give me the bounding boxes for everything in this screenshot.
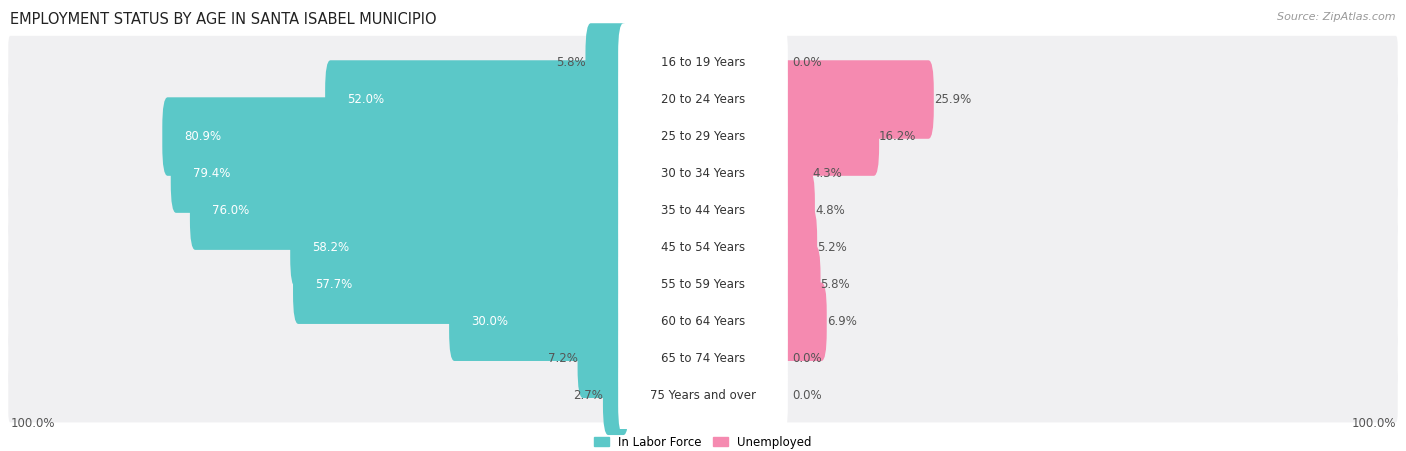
Text: 0.0%: 0.0% [793, 56, 823, 69]
FancyBboxPatch shape [8, 295, 1398, 348]
FancyBboxPatch shape [619, 245, 787, 324]
Text: 57.7%: 57.7% [315, 278, 352, 291]
Text: 0.0%: 0.0% [793, 352, 823, 365]
Text: 45 to 54 Years: 45 to 54 Years [661, 241, 745, 254]
Text: 52.0%: 52.0% [347, 93, 384, 106]
Text: EMPLOYMENT STATUS BY AGE IN SANTA ISABEL MUNICIPIO: EMPLOYMENT STATUS BY AGE IN SANTA ISABEL… [10, 13, 437, 28]
FancyBboxPatch shape [619, 60, 787, 139]
FancyBboxPatch shape [619, 134, 787, 213]
FancyBboxPatch shape [325, 60, 628, 139]
Text: 20 to 24 Years: 20 to 24 Years [661, 93, 745, 106]
FancyBboxPatch shape [8, 110, 1398, 163]
FancyBboxPatch shape [619, 282, 787, 361]
Text: 5.8%: 5.8% [821, 278, 851, 291]
Text: 4.8%: 4.8% [815, 204, 845, 217]
Text: Source: ZipAtlas.com: Source: ZipAtlas.com [1277, 13, 1396, 23]
FancyBboxPatch shape [170, 134, 628, 213]
FancyBboxPatch shape [8, 369, 1398, 423]
FancyBboxPatch shape [292, 245, 628, 324]
Text: 100.0%: 100.0% [10, 417, 55, 430]
FancyBboxPatch shape [449, 282, 628, 361]
Text: 100.0%: 100.0% [1351, 417, 1396, 430]
FancyBboxPatch shape [585, 23, 628, 102]
Text: 6.9%: 6.9% [827, 315, 856, 328]
Text: 16 to 19 Years: 16 to 19 Years [661, 56, 745, 69]
FancyBboxPatch shape [162, 97, 628, 176]
Text: 65 to 74 Years: 65 to 74 Years [661, 352, 745, 365]
FancyBboxPatch shape [619, 357, 787, 435]
Text: 75 Years and over: 75 Years and over [650, 389, 756, 402]
FancyBboxPatch shape [8, 147, 1398, 200]
Text: 35 to 44 Years: 35 to 44 Years [661, 204, 745, 217]
FancyBboxPatch shape [778, 245, 821, 324]
FancyBboxPatch shape [778, 282, 827, 361]
FancyBboxPatch shape [578, 319, 628, 398]
Text: 55 to 59 Years: 55 to 59 Years [661, 278, 745, 291]
FancyBboxPatch shape [778, 97, 879, 176]
FancyBboxPatch shape [619, 319, 787, 398]
FancyBboxPatch shape [8, 332, 1398, 386]
Text: 25.9%: 25.9% [934, 93, 972, 106]
Text: 2.7%: 2.7% [574, 389, 603, 402]
Text: 4.3%: 4.3% [813, 167, 842, 180]
FancyBboxPatch shape [778, 208, 817, 287]
FancyBboxPatch shape [8, 73, 1398, 126]
Text: 60 to 64 Years: 60 to 64 Years [661, 315, 745, 328]
FancyBboxPatch shape [8, 221, 1398, 274]
Text: 30 to 34 Years: 30 to 34 Years [661, 167, 745, 180]
Text: 80.9%: 80.9% [184, 130, 221, 143]
Text: 76.0%: 76.0% [212, 204, 249, 217]
FancyBboxPatch shape [190, 171, 628, 250]
FancyBboxPatch shape [619, 23, 787, 102]
Text: 25 to 29 Years: 25 to 29 Years [661, 130, 745, 143]
Text: 5.8%: 5.8% [555, 56, 585, 69]
FancyBboxPatch shape [619, 97, 787, 176]
Text: 7.2%: 7.2% [548, 352, 578, 365]
Text: 5.2%: 5.2% [817, 241, 846, 254]
FancyBboxPatch shape [778, 134, 813, 213]
FancyBboxPatch shape [8, 36, 1398, 89]
FancyBboxPatch shape [8, 258, 1398, 311]
Text: 58.2%: 58.2% [312, 241, 349, 254]
Legend: In Labor Force, Unemployed: In Labor Force, Unemployed [595, 436, 811, 449]
FancyBboxPatch shape [619, 171, 787, 250]
Text: 0.0%: 0.0% [793, 389, 823, 402]
Text: 30.0%: 30.0% [471, 315, 508, 328]
FancyBboxPatch shape [603, 357, 628, 435]
FancyBboxPatch shape [778, 60, 934, 139]
FancyBboxPatch shape [8, 184, 1398, 237]
Text: 16.2%: 16.2% [879, 130, 917, 143]
FancyBboxPatch shape [778, 171, 815, 250]
FancyBboxPatch shape [290, 208, 628, 287]
Text: 79.4%: 79.4% [193, 167, 231, 180]
FancyBboxPatch shape [619, 208, 787, 287]
